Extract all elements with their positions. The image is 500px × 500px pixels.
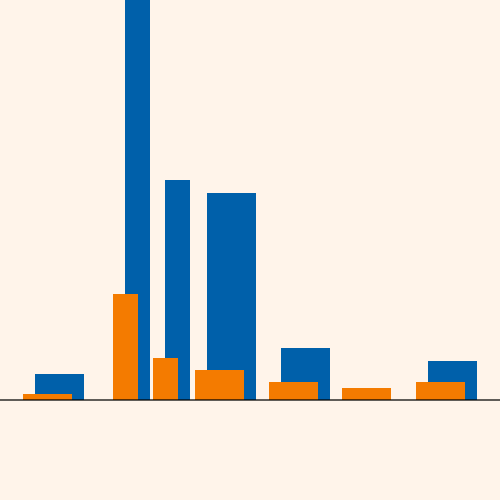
bar-series-2-item-3 — [153, 358, 178, 400]
bar-series-2-item-1 — [23, 394, 72, 400]
bar-series-2-item-5 — [269, 382, 318, 400]
bar-series-2-item-4 — [195, 370, 244, 400]
bar-series-2-item-7 — [416, 382, 465, 400]
bar-series-2-item-6 — [342, 388, 391, 400]
bar-series-2-item-2 — [113, 294, 138, 400]
bar-series-1-item-4 — [207, 193, 256, 400]
bars-layer — [23, 0, 477, 400]
